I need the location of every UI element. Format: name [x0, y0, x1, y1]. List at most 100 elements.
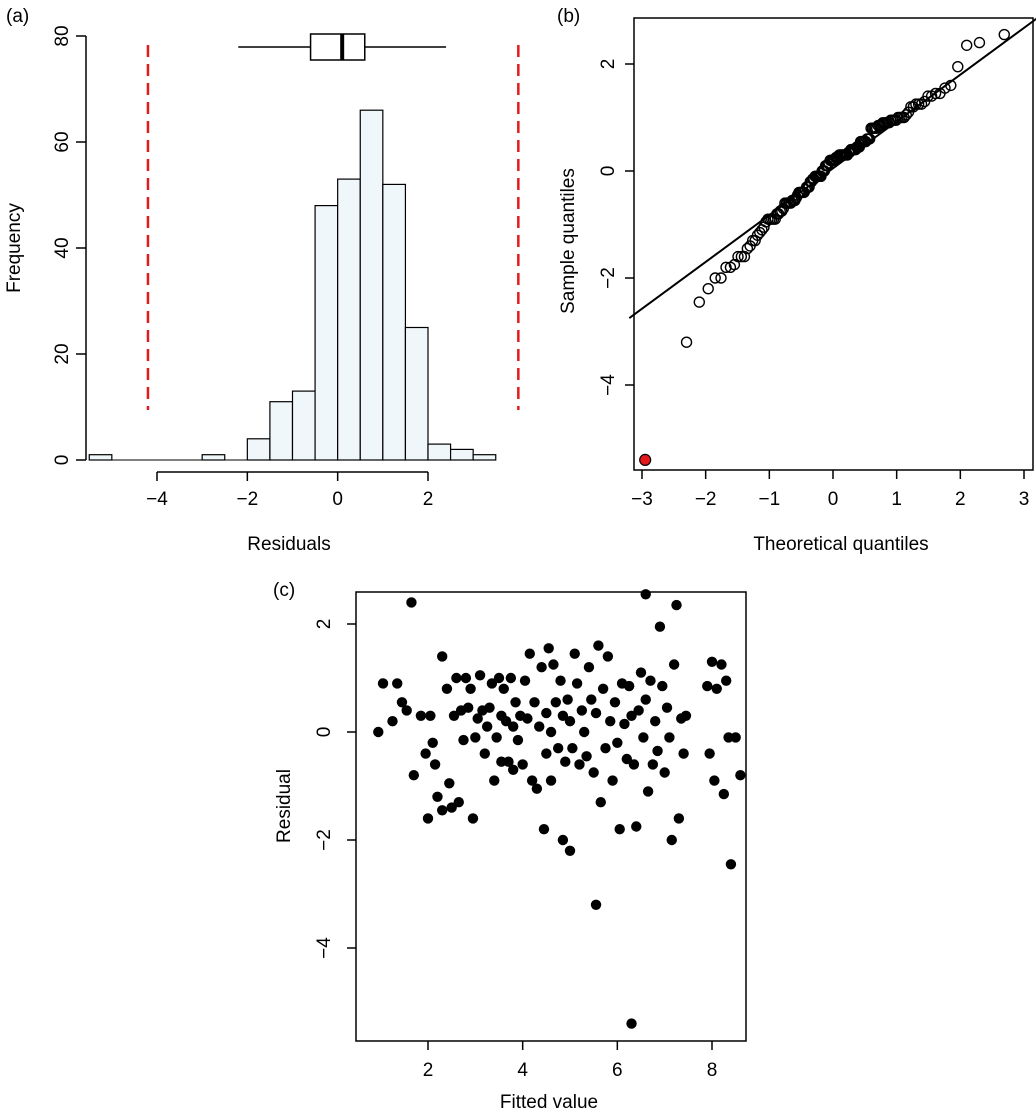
scatter-point — [607, 775, 618, 786]
scatter-point — [661, 702, 673, 713]
y-tick-label: 0 — [598, 166, 619, 177]
scatter-point — [437, 805, 448, 816]
scatter-point — [678, 748, 689, 759]
y-tick-label: 2 — [598, 59, 619, 70]
scatter-point — [597, 683, 609, 694]
scatter-point — [453, 797, 464, 808]
scatter-point — [508, 721, 519, 732]
scatter-point — [557, 710, 569, 721]
scatter-point — [545, 775, 557, 786]
histogram-bar — [404, 326, 429, 461]
scatter-point — [595, 797, 606, 808]
qq-point — [907, 101, 920, 113]
scatter-point — [635, 667, 647, 678]
x-tick-label: 1 — [891, 489, 902, 510]
scatter-point — [564, 845, 576, 856]
scatter-point — [612, 737, 623, 748]
plot-frame — [633, 17, 1034, 471]
x-tick-label: −2 — [236, 489, 258, 510]
scatter-point — [524, 648, 535, 659]
qq-outlier-point — [639, 453, 652, 466]
scatter-point — [702, 680, 713, 692]
scatter-point — [512, 734, 524, 746]
qq-point — [922, 90, 934, 102]
scatter-point — [633, 705, 644, 716]
scatter-point — [571, 678, 583, 689]
x-tick-label: 8 — [707, 1060, 718, 1081]
qq-reference-line — [628, 17, 1036, 319]
histogram-bar — [246, 438, 271, 461]
qq-point — [702, 283, 714, 295]
scatter-point — [581, 751, 592, 762]
scatter-point — [470, 732, 481, 743]
histogram-bar — [291, 390, 316, 461]
scatter-point — [590, 899, 602, 910]
scatter-point — [498, 683, 509, 694]
scatter-point — [463, 702, 474, 713]
scatter-point — [621, 753, 632, 765]
qq-point — [732, 250, 744, 263]
qq-point — [961, 39, 973, 51]
scatter-point — [538, 824, 550, 835]
scatter-point — [593, 640, 604, 651]
scatter-point — [642, 786, 654, 797]
scatter-point — [448, 710, 460, 721]
scatter-point — [474, 670, 486, 681]
scatter-point — [716, 659, 727, 670]
scatter-point — [657, 680, 668, 692]
scatter-point — [680, 710, 692, 721]
scatter-point — [640, 589, 651, 600]
scatter-point — [588, 767, 599, 778]
x-tick-label: 2 — [955, 489, 966, 510]
scatter-point — [541, 707, 552, 719]
x-tick-label: 2 — [423, 489, 434, 510]
histogram-bar — [359, 109, 384, 461]
panel-c-tag: (c) — [273, 580, 295, 601]
y-tick-label: 60 — [52, 131, 73, 152]
scatter-point — [420, 748, 431, 759]
qq-point — [912, 98, 925, 110]
scatter-point — [586, 694, 597, 705]
scatter-point — [569, 648, 580, 659]
scatter-point — [704, 748, 715, 759]
scatter-point — [422, 813, 434, 824]
scatter-point — [650, 716, 661, 727]
scatter-point — [510, 697, 521, 708]
scatter-point — [484, 702, 495, 713]
scatter-point — [519, 675, 531, 686]
x-tick-label: −1 — [758, 489, 780, 510]
y-tick-label: 0 — [314, 727, 335, 738]
scatter-point — [481, 721, 493, 732]
qq-point — [883, 117, 895, 129]
scatter-point — [721, 675, 732, 686]
scatter-point — [631, 821, 642, 832]
qq-point — [929, 87, 942, 100]
scatter-point — [735, 770, 746, 781]
scatter-point — [425, 710, 436, 721]
scatter-point — [550, 697, 561, 708]
y-tick-label: −2 — [598, 267, 619, 289]
qq-point — [680, 336, 693, 348]
x-tick-label: 0 — [828, 489, 839, 510]
scatter-point — [486, 678, 498, 689]
scatter-point — [652, 745, 663, 757]
scatter-point — [387, 716, 398, 727]
y-tick-label: 0 — [52, 455, 73, 466]
y-tick-label: 40 — [52, 237, 73, 258]
y-tick-label: 2 — [314, 619, 335, 630]
scatter-point — [576, 705, 588, 716]
x-tick-label: 0 — [332, 489, 343, 510]
y-tick-label: −2 — [314, 829, 335, 851]
x-axis-title: Fitted value — [500, 1092, 598, 1113]
qq-point — [735, 250, 748, 263]
histogram-bar — [382, 183, 407, 461]
scatter-point — [626, 1018, 637, 1029]
scatter-point — [730, 732, 741, 743]
scatter-point — [460, 672, 472, 684]
scatter-point — [664, 732, 675, 743]
scatter-point — [458, 734, 469, 746]
histogram-bar — [201, 454, 226, 461]
y-tick-label: −4 — [314, 937, 335, 959]
qq-point — [709, 272, 721, 284]
